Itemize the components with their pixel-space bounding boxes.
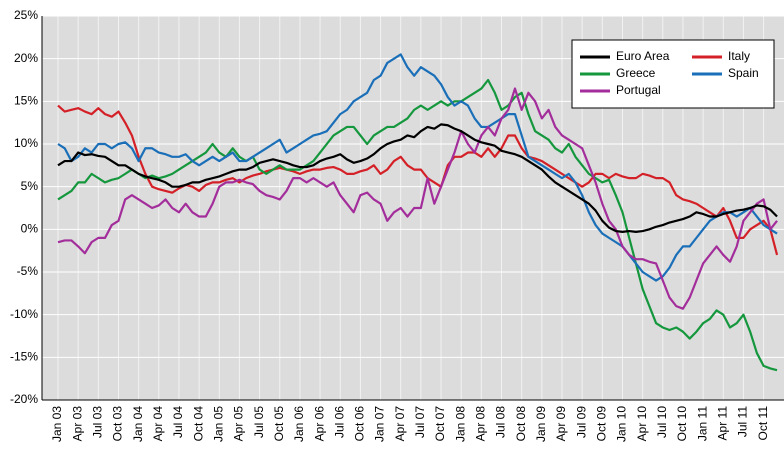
x-tick-label: Oct 08 — [514, 406, 528, 442]
x-tick-label: Oct 03 — [111, 406, 125, 442]
legend-label: Spain — [728, 66, 759, 80]
y-tick-label: 5% — [21, 179, 39, 193]
x-tick-label: Apr 09 — [554, 406, 568, 442]
x-tick-label: Apr 05 — [232, 406, 246, 442]
y-tick-label: 20% — [14, 51, 38, 65]
x-tick-label: Apr 03 — [70, 406, 84, 442]
x-tick-label: Jan 09 — [534, 406, 548, 442]
x-tick-label: Apr 06 — [312, 406, 326, 442]
legend-label: Euro Area — [616, 49, 670, 63]
y-tick-label: -20% — [10, 392, 38, 406]
legend-label: Italy — [728, 49, 750, 63]
x-tick-label: Jul 10 — [655, 406, 669, 438]
x-tick-label: Jan 08 — [453, 406, 467, 442]
x-tick-label: Jul 07 — [413, 406, 427, 438]
x-tick-label: Jul 06 — [332, 406, 346, 438]
legend-label: Greece — [616, 66, 656, 80]
x-tick-label: Oct 05 — [272, 406, 286, 442]
x-tick-label: Apr 11 — [715, 406, 729, 441]
y-tick-label: 25% — [14, 8, 38, 22]
x-tick-label: Jul 04 — [171, 406, 185, 438]
x-tick-label: Oct 07 — [433, 406, 447, 442]
series-line — [57, 104, 779, 256]
x-tick-label: Apr 07 — [393, 406, 407, 442]
x-tick-label: Oct 04 — [191, 406, 205, 442]
x-tick-label: Apr 08 — [474, 406, 488, 442]
y-tick-label: 0% — [21, 222, 39, 236]
x-tick-label: Oct 10 — [675, 406, 689, 442]
x-tick-label: Jan 05 — [211, 406, 225, 442]
x-tick-label: Jan 11 — [695, 406, 709, 441]
series-line — [57, 87, 778, 310]
x-tick-label: Oct 06 — [353, 406, 367, 442]
y-tick-label: 10% — [14, 136, 38, 150]
series-line — [57, 53, 778, 282]
y-tick-label: 15% — [14, 94, 38, 108]
x-tick-label: Oct 11 — [756, 406, 770, 441]
x-tick-label: Jul 09 — [574, 406, 588, 438]
x-tick-label: Jul 03 — [90, 406, 104, 438]
x-tick-label: Oct 09 — [594, 406, 608, 442]
x-tick-label: Jul 05 — [252, 406, 266, 438]
x-tick-label: Jan 03 — [50, 406, 64, 442]
x-tick-label: Apr 10 — [635, 406, 649, 442]
x-tick-label: Jan 07 — [373, 406, 387, 442]
series-line — [57, 123, 778, 233]
x-tick-label: Jul 11 — [736, 406, 750, 437]
series-line — [57, 78, 778, 372]
y-tick-label: -15% — [10, 350, 38, 364]
x-tick-label: Jul 08 — [494, 406, 508, 438]
legend-label: Portugal — [616, 83, 661, 97]
y-tick-label: -5% — [17, 264, 39, 278]
y-tick-label: -10% — [10, 307, 38, 321]
x-tick-label: Jan 10 — [615, 406, 629, 442]
x-tick-label: Apr 04 — [151, 406, 165, 442]
x-tick-label: Jan 04 — [131, 406, 145, 442]
x-tick-label: Jan 06 — [292, 406, 306, 442]
